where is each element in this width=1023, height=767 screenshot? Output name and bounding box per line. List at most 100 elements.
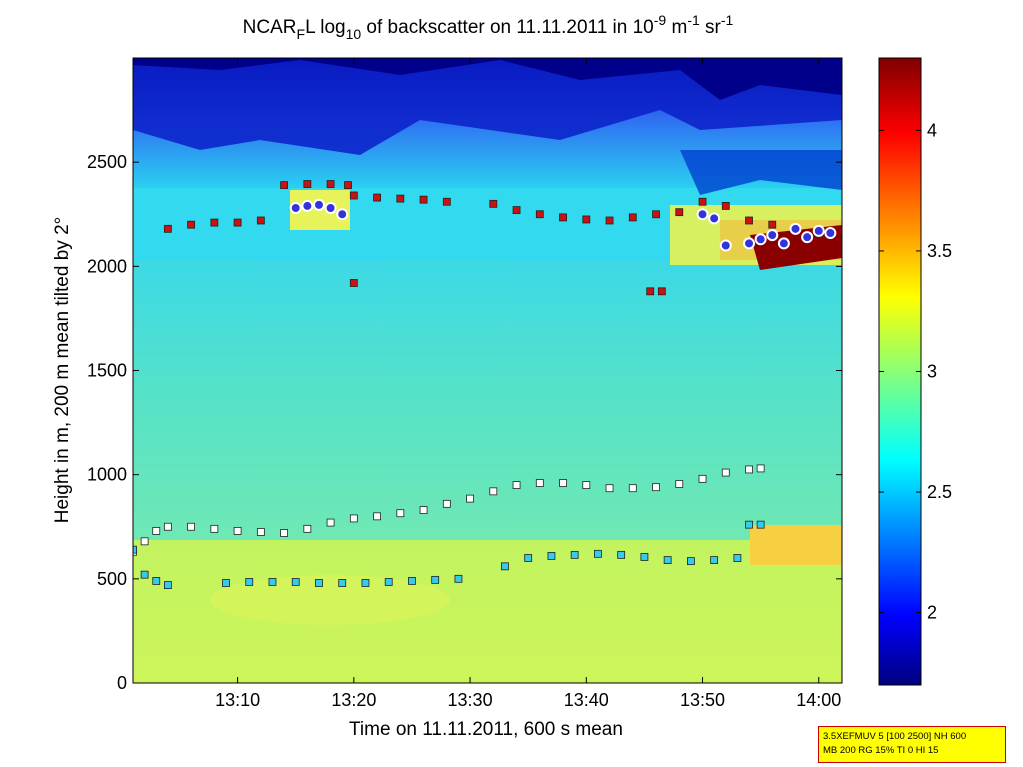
- series-point: [280, 529, 288, 537]
- series-point: [349, 191, 358, 200]
- series-point: [646, 287, 655, 296]
- colorbar-tick-label: 2.5: [927, 482, 952, 502]
- series-point: [133, 545, 137, 554]
- series-point: [373, 512, 381, 521]
- series-point: [628, 213, 637, 222]
- series-point: [812, 224, 825, 237]
- series-point: [512, 481, 521, 489]
- x-tick-label: 13:20: [331, 690, 376, 710]
- series-point: [698, 474, 707, 483]
- series-point: [801, 231, 814, 244]
- colorbar-tick-label: 4: [927, 120, 937, 140]
- series-point: [210, 524, 219, 533]
- series-point: [256, 216, 265, 225]
- series-markers: [133, 180, 837, 589]
- series-point: [303, 524, 312, 533]
- x-tick-label: 13:10: [215, 690, 260, 710]
- series-point: [756, 520, 765, 529]
- series-point: [745, 216, 753, 225]
- series-point: [373, 193, 381, 202]
- series-point: [657, 287, 666, 296]
- series-point: [512, 206, 521, 214]
- series-point: [396, 509, 405, 518]
- colorbar-tick-label: 2: [927, 603, 937, 623]
- series-point: [326, 180, 335, 188]
- series-point: [280, 181, 288, 189]
- series-point: [431, 575, 440, 584]
- y-axis: 0 500 1000 1500 2000 2500: [87, 152, 842, 693]
- series-point: [454, 574, 463, 583]
- series-point: [789, 222, 802, 235]
- y-tick-label: 2500: [87, 152, 127, 172]
- y-axis-label: Height in m, 200 m mean tilted by 2°: [52, 217, 73, 523]
- series-point: [163, 224, 172, 233]
- series-point: [489, 199, 498, 208]
- y-tick-label: 1000: [87, 465, 127, 485]
- series-point: [708, 212, 721, 225]
- series-point: [152, 577, 161, 585]
- series-point: [628, 484, 637, 493]
- series-point: [326, 518, 335, 527]
- series-point: [594, 549, 602, 558]
- series-point: [489, 487, 498, 496]
- y-tick-label: 0: [117, 673, 127, 693]
- series-point: [303, 180, 312, 188]
- series-point: [721, 468, 730, 477]
- info-line-1: 3.5XEFMUV 5 [100 2500] NH 600: [823, 731, 967, 742]
- series-point: [652, 483, 660, 492]
- y-tick-label: 500: [97, 569, 127, 589]
- series-point: [768, 220, 777, 229]
- series-point: [140, 570, 149, 579]
- x-axis: 13:10 13:20 13:30 13:40 13:50 14:00: [215, 58, 841, 710]
- series-point: [384, 578, 393, 586]
- x-tick-label: 13:50: [680, 690, 725, 710]
- y-tick-label: 1500: [87, 361, 127, 381]
- series-point: [547, 552, 556, 560]
- series-point: [344, 181, 352, 189]
- series-point: [163, 581, 172, 589]
- series-point: [419, 195, 428, 204]
- series-point: [733, 554, 742, 562]
- series-point: [663, 556, 672, 564]
- series-point: [535, 210, 544, 219]
- colorbar-tick-label: 3: [927, 362, 937, 382]
- info-line-2: MB 200 RG 15% TI 0 HI 15: [823, 745, 939, 756]
- series-point: [396, 194, 405, 203]
- x-tick-label: 14:00: [796, 690, 841, 710]
- series-point: [559, 479, 567, 487]
- series-point: [291, 578, 300, 586]
- series-point: [336, 208, 349, 221]
- series-point: [652, 210, 660, 219]
- series-point: [777, 237, 790, 250]
- series-point: [559, 213, 567, 222]
- series-point: [605, 216, 614, 225]
- series-point: [824, 227, 837, 239]
- series-point: [698, 197, 707, 206]
- series-point: [289, 202, 302, 214]
- series-point: [535, 479, 544, 487]
- y-tick-label: 2000: [87, 256, 127, 276]
- series-point: [582, 215, 591, 224]
- series-point: [349, 514, 358, 523]
- series-point: [442, 499, 451, 508]
- series-point: [419, 506, 428, 514]
- heatmap-field: [133, 58, 842, 683]
- series-point: [315, 579, 323, 587]
- series-point: [349, 279, 358, 287]
- colorbar-ticks: 2 2.5 3 3.5 4: [879, 120, 952, 623]
- series-point: [719, 239, 732, 252]
- series-point: [754, 233, 767, 246]
- info-box: 3.5XEFMUV 5 [100 2500] NH 600 MB 200 RG …: [818, 726, 1006, 763]
- colorbar-tick-label: 3.5: [927, 241, 952, 261]
- series-point: [675, 208, 684, 217]
- series-point: [696, 208, 709, 221]
- series-point: [312, 198, 325, 211]
- series-point: [501, 562, 509, 571]
- series-point: [687, 557, 695, 566]
- series-point: [301, 199, 314, 212]
- series-point: [570, 550, 579, 559]
- series-point: [233, 527, 242, 535]
- series-point: [140, 537, 149, 546]
- series-point: [617, 550, 626, 559]
- series-point: [466, 494, 474, 503]
